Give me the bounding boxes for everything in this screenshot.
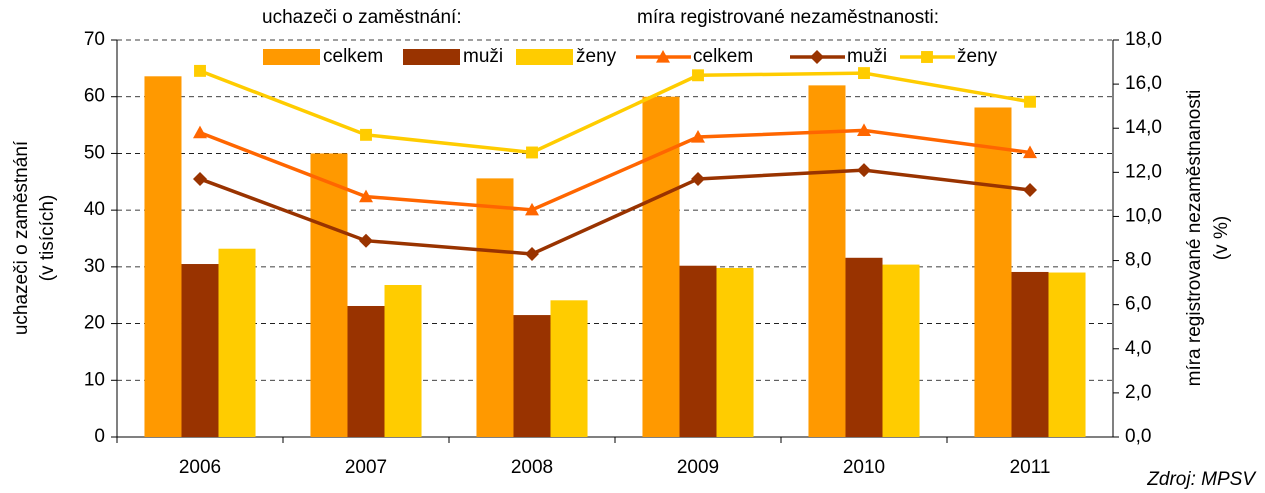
y2-tick-label: 16,0 <box>1125 73 1162 94</box>
line-marker <box>193 125 207 139</box>
line-marker <box>857 123 871 137</box>
line-marker <box>359 189 373 203</box>
legend-label: celkem <box>693 46 753 67</box>
line-marker <box>1024 95 1036 108</box>
y-tick-label: 40 <box>84 199 105 220</box>
bar <box>513 315 551 437</box>
line-marker <box>193 171 207 186</box>
bar <box>476 178 514 437</box>
line-marker <box>360 128 372 141</box>
bar <box>384 285 422 437</box>
bar <box>1048 272 1086 437</box>
line-marker <box>858 67 870 80</box>
y2-tick-label: 8,0 <box>1125 250 1151 271</box>
y2-tick-label: 4,0 <box>1125 338 1151 359</box>
y-tick-label: 20 <box>84 313 105 334</box>
y2-tick-label: 6,0 <box>1125 294 1151 315</box>
legend-marker <box>656 50 670 63</box>
bar <box>974 107 1012 438</box>
legend-swatch <box>516 49 573 65</box>
line-marker <box>1023 182 1037 197</box>
y-tick-label: 50 <box>84 142 105 163</box>
y-tick-label: 30 <box>84 256 105 277</box>
y-tick-label: 70 <box>84 29 105 50</box>
line <box>199 128 1031 212</box>
legend-label: ženy <box>957 46 998 67</box>
line-marker <box>692 69 704 82</box>
bar <box>808 85 846 437</box>
bar <box>679 265 717 437</box>
line-marker <box>525 202 539 216</box>
y2-tick-label: 18,0 <box>1125 29 1162 50</box>
legend-marker <box>921 51 933 63</box>
x-tick-label: 2010 <box>843 457 885 478</box>
bar <box>882 264 920 437</box>
y2-tick-label: 14,0 <box>1125 117 1162 138</box>
bar <box>1011 271 1049 437</box>
line <box>199 69 1031 155</box>
legend-header: uchazeči o zaměstnání: <box>262 7 462 28</box>
y-axis-label: uchazeči o zaměstnání <box>11 140 32 335</box>
legend-label: muži <box>847 46 887 67</box>
y2-tick-label: 0,0 <box>1125 426 1151 447</box>
x-tick-label: 2011 <box>1010 457 1051 478</box>
legend-label: ženy <box>576 46 617 67</box>
bar <box>716 267 754 437</box>
y-tick-label: 10 <box>84 369 105 390</box>
x-tick-label: 2009 <box>677 457 719 478</box>
legend-label: muži <box>463 46 503 67</box>
legend-swatch <box>263 49 320 65</box>
y2-tick-label: 10,0 <box>1125 205 1162 226</box>
bar <box>144 76 182 437</box>
legend-label: celkem <box>323 46 383 67</box>
y-tick-label: 0 <box>94 426 105 447</box>
x-tick-label: 2007 <box>345 457 387 478</box>
line-marker <box>1023 145 1037 159</box>
legend-header: míra registrované nezaměstnanosti: <box>637 7 939 28</box>
line-marker <box>691 171 705 186</box>
line-marker <box>359 233 373 248</box>
bar <box>845 257 883 437</box>
y2-axis-label: (v %) <box>1211 216 1232 260</box>
y2-axis-label: míra registrované nezaměstnanosti <box>1184 90 1205 387</box>
line-marker <box>194 64 206 77</box>
y2-tick-label: 12,0 <box>1125 161 1162 182</box>
bar <box>310 153 348 437</box>
y2-tick-label: 2,0 <box>1125 382 1151 403</box>
legend-swatch <box>403 49 460 65</box>
y-tick-label: 60 <box>84 86 105 107</box>
bar <box>550 300 588 437</box>
line-marker <box>857 163 871 178</box>
y-axis-label: (v tisících) <box>37 195 58 282</box>
bar <box>181 264 219 437</box>
x-tick-label: 2006 <box>179 457 221 478</box>
line-marker <box>691 130 705 143</box>
line-marker <box>526 146 538 159</box>
legend-marker <box>810 50 824 64</box>
bar <box>347 305 385 437</box>
line-marker <box>525 246 539 261</box>
x-tick-label: 2008 <box>511 457 553 478</box>
bar <box>218 248 256 437</box>
line <box>199 168 1031 256</box>
source: Zdroj: MPSV <box>1146 469 1257 490</box>
